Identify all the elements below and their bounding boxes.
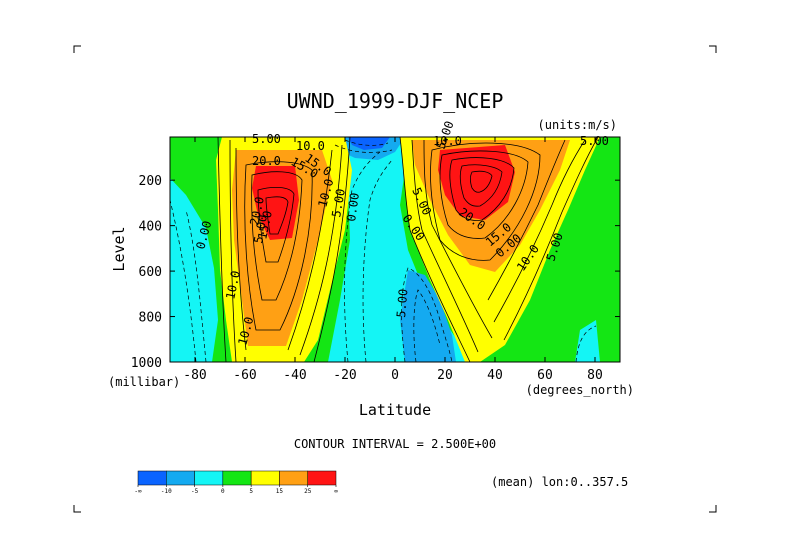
colorbar-bin (307, 470, 337, 486)
x-tick-label: 60 (537, 368, 553, 383)
x-tick-label: 20 (437, 368, 453, 383)
y-tick-label: 200 (139, 174, 162, 189)
units-label: (units:m/s) (538, 118, 617, 132)
y-axis: 200 400 600 800 1000 (131, 174, 620, 371)
y-axis-label: Level (110, 226, 128, 271)
fill-north-jet-25 (438, 145, 515, 220)
contour-label: 5.00 (252, 132, 281, 146)
fill-negative-south (170, 178, 218, 362)
colorbar-tick-label: 15 (276, 488, 284, 495)
contour-lines-solid (217, 137, 599, 362)
fill-south-jet-25 (252, 166, 299, 240)
colorbar-tick-label: -5 (191, 488, 199, 495)
colorbar-tick-label: 5 (249, 488, 253, 495)
x-tick-label: 80 (587, 368, 603, 383)
contour-label: 5.00 (580, 134, 609, 148)
colorbar-tick-label: 25 (304, 488, 312, 495)
x-axis-label: Latitude (359, 401, 431, 419)
x-tick-label: -80 (183, 368, 206, 383)
colorbar-bin (137, 470, 167, 486)
colorbar-tick-label: 0 (221, 488, 225, 495)
fill-deep-blue-upper (348, 137, 390, 150)
x-tick-label: -40 (283, 368, 306, 383)
y-tick-label: 400 (139, 220, 162, 235)
colorbar-tick-label: ∞ (334, 488, 338, 495)
contour-lines-dashed (170, 139, 597, 362)
colorbar-bin (194, 470, 224, 486)
colorbar-bin (279, 470, 308, 486)
mean-text: (mean) lon:0..357.5 (491, 475, 628, 489)
colorbar-tick-label: -10 (161, 488, 172, 495)
colorbar: -∞ -10 -5 0 5 15 25 ∞ (134, 470, 338, 495)
contour-label: 20.0 (247, 195, 267, 226)
fill-negative-north-pole (575, 320, 600, 362)
crop-marks (73, 45, 717, 513)
fill-negative-tropics (322, 137, 472, 362)
y-tick-label: 600 (139, 265, 162, 280)
contour-label: 5.00 (329, 188, 348, 219)
plot-area (170, 137, 620, 362)
colorbar-bin (166, 470, 195, 486)
colorbar-bin (222, 470, 252, 486)
y-unit-label: (millibar) (108, 375, 180, 389)
x-tick-label: 40 (487, 368, 503, 383)
x-axis: -80 -60 -40 -20 0 20 40 60 80 (183, 137, 603, 383)
contour-label: 10.0 (433, 134, 462, 148)
contour-label: 5.00 (394, 288, 410, 318)
colorbar-bin (250, 470, 280, 486)
x-tick-label: -20 (333, 368, 356, 383)
colorbar-tick-label: -∞ (134, 488, 142, 495)
chart-title: UWND_1999-DJF_NCEP (287, 89, 504, 113)
contour-interval-text: CONTOUR INTERVAL = 2.500E+00 (294, 437, 496, 451)
x-tick-label: 0 (391, 368, 399, 383)
contour-label: 10.0 (296, 139, 325, 153)
contour-label: 5.00 (251, 214, 270, 245)
y-tick-label: 1000 (131, 356, 162, 371)
x-tick-label: -60 (233, 368, 256, 383)
contour-label: 15.0 (255, 209, 275, 240)
contour-label: 10.0 (223, 269, 243, 300)
contour-label: 0.00 (344, 192, 362, 223)
y-tick-label: 800 (139, 311, 162, 326)
contour-label: 20.0 (252, 154, 281, 168)
x-unit-label: (degrees_north) (526, 383, 634, 397)
